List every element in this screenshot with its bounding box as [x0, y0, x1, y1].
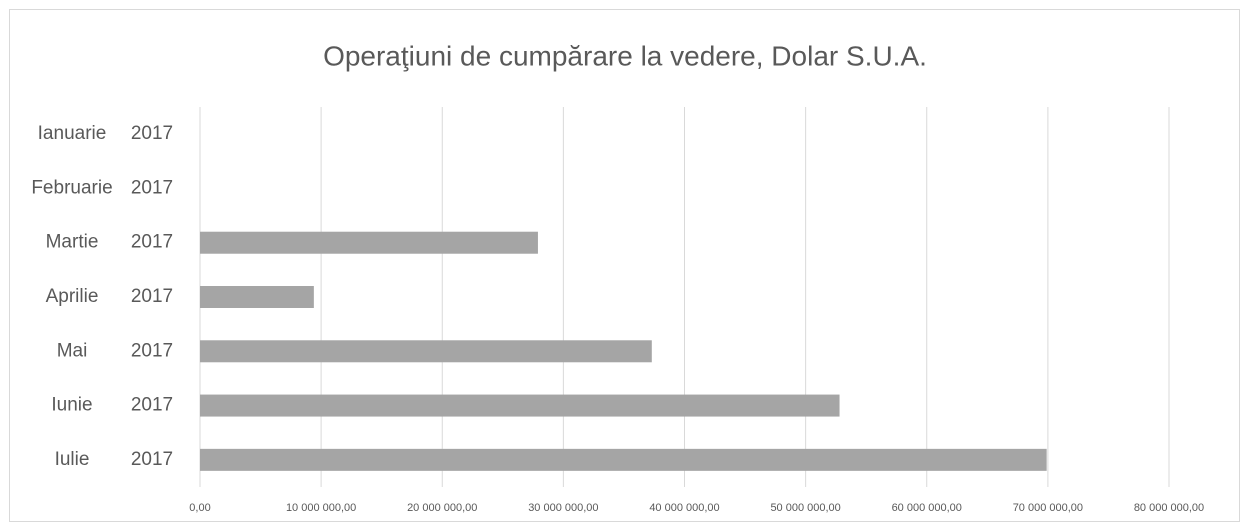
y-tick-label: Mai — [57, 340, 88, 361]
x-tick-label: 10 000 000,00 — [286, 502, 356, 514]
x-tick-label: 50 000 000,00 — [770, 502, 840, 514]
chart-title: Operaţiuni de cumpărare la vedere, Dolar… — [323, 40, 927, 71]
bar — [200, 448, 1047, 471]
bar — [200, 286, 314, 308]
chart-border — [9, 9, 1240, 522]
y-tick-group-label: 2017 — [131, 286, 173, 307]
x-tick-label: 80 000 000,00 — [1134, 502, 1204, 514]
y-tick-label: Martie — [46, 232, 99, 253]
y-tick-label: Aprilie — [46, 286, 99, 307]
y-tick-group-label: 2017 — [131, 177, 173, 198]
x-tick-label: 40 000 000,00 — [649, 502, 719, 514]
x-tick-label: 30 000 000,00 — [528, 502, 598, 514]
y-tick-label: Februarie — [31, 177, 112, 198]
x-tick-label: 0,00 — [189, 502, 210, 514]
y-tick-label: Ianuarie — [38, 123, 107, 144]
x-tick-label: 20 000 000,00 — [407, 502, 477, 514]
x-tick-label: 70 000 000,00 — [1013, 502, 1083, 514]
y-tick-group-label: 2017 — [131, 340, 173, 361]
bar — [200, 394, 840, 417]
bar — [200, 231, 538, 254]
y-tick-group-label: 2017 — [131, 395, 173, 416]
bar — [200, 340, 652, 363]
x-tick-label: 60 000 000,00 — [892, 502, 962, 514]
y-tick-group-label: 2017 — [131, 232, 173, 253]
y-tick-group-label: 2017 — [131, 449, 173, 470]
y-tick-group-label: 2017 — [131, 123, 173, 144]
y-tick-label: Iunie — [51, 395, 92, 416]
y-tick-label: Iulie — [55, 449, 90, 470]
